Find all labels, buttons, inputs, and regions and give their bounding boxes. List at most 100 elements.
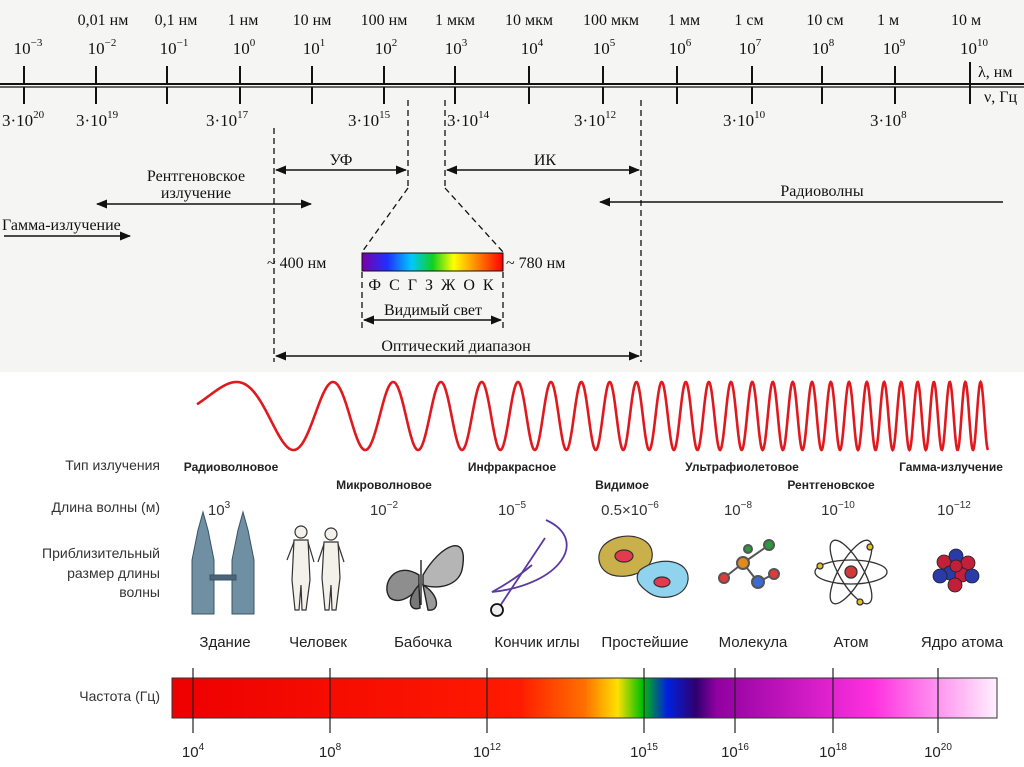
visible-spectrum-bar xyxy=(361,252,504,272)
radio-label: Радиоволны xyxy=(780,183,863,200)
gamma-label: Гамма-излучение xyxy=(2,217,121,234)
wavelength-value: 103 xyxy=(208,500,231,519)
wl-label-01nm: 0,1 нм xyxy=(155,12,198,29)
frequency-tick-labels: 104 108 1012 1015 1016 1018 1020 xyxy=(182,742,952,761)
wl-label-10nm: 10 нм xyxy=(293,12,332,29)
freq-tick: 1015 xyxy=(630,742,658,761)
power-label: 10−2 xyxy=(88,37,117,58)
object-protozoa: Простейшие xyxy=(601,634,688,651)
xray-label-2: излучение xyxy=(161,185,231,202)
type-infrared: Инфракрасное xyxy=(468,460,557,474)
freq-tick: 1012 xyxy=(473,742,501,761)
wavelength-value: 10−5 xyxy=(498,500,527,519)
wavelength-top-labels: 0,01 нм 0,1 нм 1 нм 10 нм 100 нм 1 мкм 1… xyxy=(78,12,981,29)
nu-unit: ν, Гц xyxy=(984,89,1017,106)
wl-label-1cm: 1 см xyxy=(734,12,763,29)
wl-label-10cm: 10 см xyxy=(806,12,843,29)
freq-tick: 108 xyxy=(319,742,342,761)
power-label: 105 xyxy=(593,37,616,58)
range-boundaries xyxy=(273,100,642,362)
ir-label: ИК xyxy=(534,152,557,169)
row-size-label-3: волны xyxy=(119,584,160,600)
power-label: 107 xyxy=(739,37,762,58)
object-molecule: Молекула xyxy=(719,634,788,651)
power-label: 109 xyxy=(883,37,906,58)
wavelength-scale-panel xyxy=(0,0,1024,372)
freq-tick: 1016 xyxy=(721,742,749,761)
spectrum-letters: Ф С Г З Ж О К xyxy=(368,277,495,294)
power-label: 101 xyxy=(303,37,326,58)
freq-tick: 1020 xyxy=(924,742,952,761)
power-label: 10−1 xyxy=(160,37,189,58)
freq-tick: 1018 xyxy=(819,742,847,761)
butterfly-icon xyxy=(386,545,464,611)
radiation-types: Радиоволновое Микроволновое Инфракрасное… xyxy=(184,460,1004,492)
nm780-label: ~ 780 нм xyxy=(506,255,565,272)
people-icon xyxy=(286,525,345,611)
type-ultraviolet: Ультрафиолетовое xyxy=(685,460,799,474)
needle-tip-icon xyxy=(490,519,568,617)
row-size-label-1: Приблизительный xyxy=(42,545,160,561)
wavelength-value: 0.5×10−6 xyxy=(601,500,659,519)
power-label: 103 xyxy=(445,37,468,58)
type-gamma: Гамма-излучение xyxy=(899,460,1003,474)
lambda-unit: λ, нм xyxy=(978,64,1012,81)
power-label: 1010 xyxy=(960,37,989,58)
object-atom: Атом xyxy=(833,634,868,651)
scale-axis xyxy=(0,62,1024,104)
freq-label: 3·108 xyxy=(870,109,907,130)
power-label: 100 xyxy=(233,37,256,58)
wave-curve xyxy=(196,379,990,453)
freq-label: 3·1019 xyxy=(76,109,119,130)
freq-label: 3·1015 xyxy=(348,109,391,130)
row-labels: Тип излучения Длина волны (м) Приблизите… xyxy=(42,457,160,704)
protozoa-icon xyxy=(598,535,689,598)
wl-label-100um: 100 мкм xyxy=(583,12,639,29)
power-label: 10−3 xyxy=(14,37,43,58)
uv-label: УФ xyxy=(330,152,353,169)
wavelength-value: 10−10 xyxy=(821,500,855,519)
wavelength-value: 10−2 xyxy=(370,500,399,519)
freq-label: 3·1014 xyxy=(447,109,490,130)
wl-label-1nm: 1 нм xyxy=(228,12,259,29)
power-label: 104 xyxy=(521,37,544,58)
freq-tick: 104 xyxy=(182,742,205,761)
wl-label-001nm: 0,01 нм xyxy=(78,12,129,29)
type-radio: Радиоволновое xyxy=(184,460,279,474)
freq-label: 3·1012 xyxy=(574,109,616,130)
building-icon xyxy=(191,510,255,615)
nucleus-icon xyxy=(932,548,980,593)
power-label: 108 xyxy=(812,37,835,58)
wl-label-100nm: 100 нм xyxy=(361,12,408,29)
freq-label: 3·1017 xyxy=(206,109,249,130)
type-visible: Видимое xyxy=(595,478,649,492)
row-size-label-2: размер длины xyxy=(67,565,160,581)
freq-label: 3·1010 xyxy=(723,109,766,130)
optical-range-label: Оптический диапазон xyxy=(381,338,531,355)
visible-light-label: Видимый свет xyxy=(384,302,482,319)
frequency-bar xyxy=(171,677,998,719)
wavelength-value: 10−8 xyxy=(724,500,753,519)
frequency-ticks xyxy=(192,668,939,733)
power-label: 106 xyxy=(669,37,692,58)
object-human: Человек xyxy=(289,634,347,651)
wl-label-10m: 10 м xyxy=(951,12,981,29)
power-label: 102 xyxy=(375,37,398,58)
freq-label: 3·1020 xyxy=(2,109,45,130)
wl-label-1um: 1 мкм xyxy=(435,12,475,29)
band-labels: УФ ИК Рентгеновское излучение Гамма-излу… xyxy=(2,152,864,355)
wl-label-10um: 10 мкм xyxy=(505,12,553,29)
molecule-icon xyxy=(718,539,780,589)
wl-label-1mm: 1 мм xyxy=(668,12,700,29)
wavelength-value: 10−12 xyxy=(937,500,971,519)
type-microwave: Микроволновое xyxy=(336,478,432,492)
atom-icon xyxy=(814,539,888,606)
power-labels: 10−3 10−2 10−1 100 101 102 103 104 105 1… xyxy=(14,37,989,58)
object-building: Здание xyxy=(199,634,250,651)
type-xray: Рентгеновское xyxy=(787,478,875,492)
band-arrows xyxy=(4,165,1003,361)
row-freq-label: Частота (Гц) xyxy=(79,688,160,704)
xray-label-1: Рентгеновское xyxy=(147,168,245,185)
object-butterfly: Бабочка xyxy=(394,634,452,651)
